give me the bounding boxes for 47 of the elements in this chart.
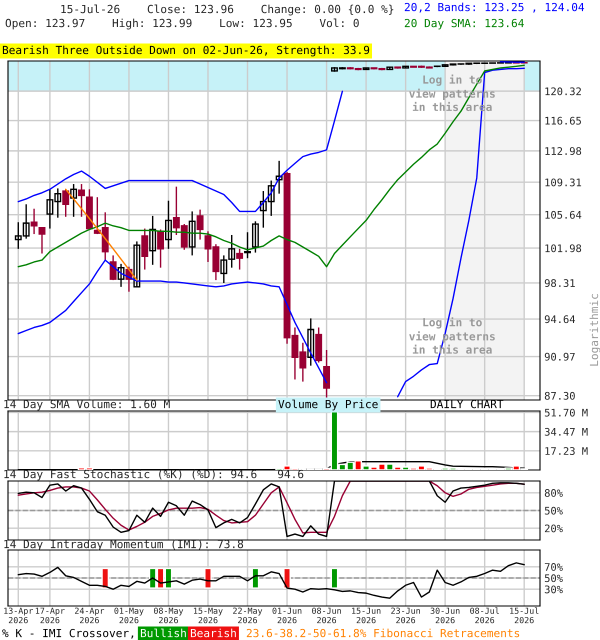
chart-title: 14 Day SMA Volume: 1.60 M <box>4 400 170 410</box>
chart-title: 14 Day Fast Stochastic (%K) (%D): 94.6 94.6 <box>4 470 304 480</box>
y-axis-title: Logarithmic <box>590 294 600 366</box>
y-tick-label: 51.70 M <box>544 408 588 417</box>
y-tick-label: 101.98 <box>545 244 582 252</box>
x-tick-label: 01-Jun 2026 <box>272 608 302 624</box>
text: 20,2 Bands: 123.25 , 124.04 <box>404 2 584 13</box>
x-tick-label: 17-Apr 2026 <box>36 608 65 624</box>
y-tick-label: 30% <box>544 585 563 594</box>
x-tick-label: 22-May 2026 <box>233 608 262 624</box>
y-tick-label: 105.64 <box>545 210 582 219</box>
x-tick-label: 15-Jun 2026 <box>352 608 380 624</box>
y-tick-label: 112.98 <box>545 147 582 156</box>
x-tick-label: 08-Jul 2026 <box>470 607 499 624</box>
y-tick-label: 109.31 <box>545 178 582 186</box>
x-tick-label: 15-May 2026 <box>194 608 223 624</box>
x-tick-label: 08-May 2026 <box>154 608 184 624</box>
y-tick-label: 98.31 <box>544 279 575 288</box>
chart-title: 14 Day Intraday Momentum (IMI): 73.8 <box>4 540 244 550</box>
text: Bearish <box>190 628 236 638</box>
x-tick-label: 24-Apr 2026 <box>74 608 104 624</box>
y-tick-label: 87.30 <box>544 392 575 400</box>
y-tick-label: 90.97 <box>544 352 575 361</box>
annotation: Volume By Price <box>278 400 378 410</box>
x-tick-label: 23-Jun 2026 <box>391 608 420 624</box>
y-tick-label: 50% <box>544 506 563 515</box>
y-tick-label: 70% <box>544 563 563 571</box>
x-tick-label: 13-Apr 2026 <box>4 608 34 624</box>
text: % K - IMI Crossover, <box>2 628 134 639</box>
x-tick-label: 30-Jun 2026 <box>430 608 460 624</box>
y-tick-label: 94.64 <box>544 315 576 324</box>
x-tick-label: 15-Jul 2026 <box>510 607 538 624</box>
text: 20 Day SMA: 123.64 <box>404 18 524 30</box>
y-tick-label: 80% <box>544 489 563 497</box>
y-tick-label: 120.32 <box>545 87 581 96</box>
y-tick-label: 20% <box>544 524 563 532</box>
y-tick-label: 116.65 <box>545 116 581 125</box>
chart-subtitle: Open: 123.97 High: 123.99 Low: 123.95 Vol: 0 <box>6 18 359 30</box>
text: 23.6-38.2-50-61.8% Fibonacci Retracements <box>246 628 520 638</box>
x-tick-label: 08-Jun 2026 <box>312 608 341 624</box>
y-tick-label: 17.23 M <box>545 447 588 455</box>
y-tick-label: 34.47 M <box>544 428 588 436</box>
y-tick-label: 50% <box>544 574 563 582</box>
text: Bearish Three Outside Down on 02-Jun-26, Strength: 33.9 <box>2 46 370 56</box>
chart-title: 15-Jul-26 Close: 123.96 Change: 0.00 {0.0 %} <box>61 4 394 16</box>
x-tick-label: 01-May 2026 <box>114 608 144 624</box>
text: Bullish <box>140 628 186 638</box>
